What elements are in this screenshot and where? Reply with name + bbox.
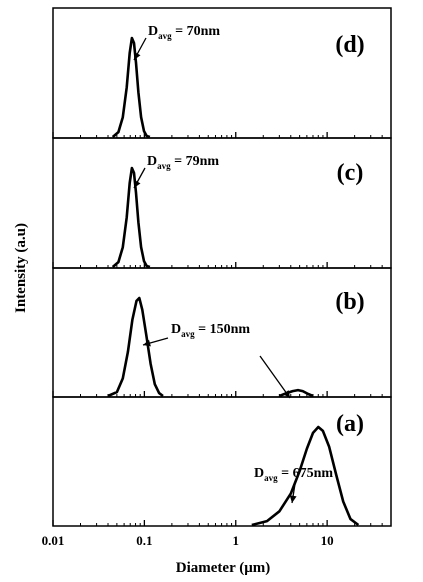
panel-a: (a) Davg = 675nm <box>52 396 392 527</box>
panel-label: (d) <box>335 32 364 58</box>
arrow-head <box>143 339 151 347</box>
distribution-curve-1-1 <box>111 166 151 269</box>
avg-diameter-annotation: Davg = 675nm <box>254 466 333 483</box>
annotation-arrow <box>259 355 291 399</box>
x-tick-label: 10 <box>321 533 334 548</box>
distribution-curve-1-1 <box>251 425 360 527</box>
arrow-head <box>289 495 297 503</box>
panel-label: (a) <box>336 411 364 437</box>
distribution-curve-1-1 <box>111 36 151 139</box>
avg-diameter-annotation: Davg = 70nm <box>148 24 220 41</box>
panel-b: (b) Davg = 150nm <box>52 267 392 399</box>
x-tick-label: 1 <box>233 533 240 548</box>
arrow-head <box>283 390 290 398</box>
panel-label: (b) <box>335 289 364 315</box>
y-axis-label: Intensity (a.u) <box>13 223 29 313</box>
panel-frame <box>52 137 392 269</box>
arrow-head <box>134 180 141 188</box>
panel-c: (c) Davg = 79nm <box>52 137 392 269</box>
x-axis-label: Diameter (μm) <box>176 560 270 576</box>
panel-d: (d) Davg = 70nm <box>52 7 392 139</box>
panel-frame <box>52 7 392 139</box>
avg-diameter-annotation: Davg = 79nm <box>147 154 219 171</box>
avg-diameter-annotation: Davg = 150nm <box>171 322 250 339</box>
distribution-curve-1-1 <box>107 296 164 398</box>
x-tick-label: 0.01 <box>42 533 65 548</box>
panel-label: (c) <box>337 160 364 186</box>
x-tick-label: 0.1 <box>136 533 152 548</box>
arrow-head <box>134 52 141 60</box>
